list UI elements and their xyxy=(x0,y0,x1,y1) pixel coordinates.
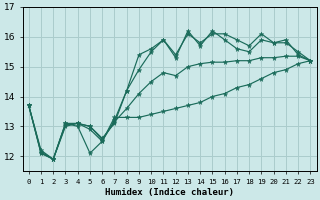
X-axis label: Humidex (Indice chaleur): Humidex (Indice chaleur) xyxy=(105,188,234,197)
